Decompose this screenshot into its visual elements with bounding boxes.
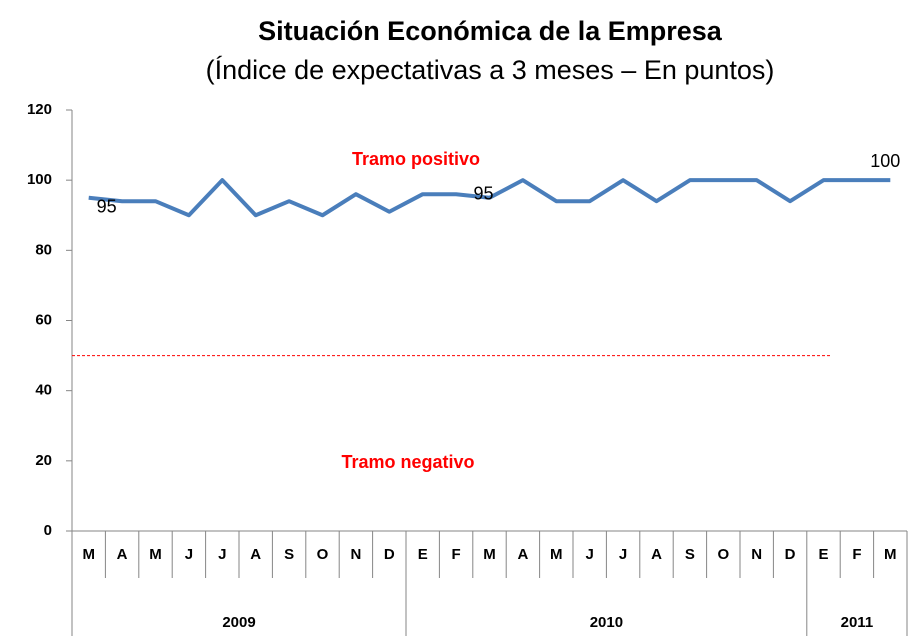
y-tick-label: 40 xyxy=(35,382,52,399)
x-tick-label: E xyxy=(818,546,828,563)
y-tick-label: 80 xyxy=(35,241,52,258)
group-label: 2011 xyxy=(841,614,874,631)
x-tick-label: N xyxy=(751,546,762,563)
group-label: 2010 xyxy=(590,614,623,631)
y-tick-label: 0 xyxy=(44,522,52,539)
x-tick-label: N xyxy=(350,546,361,563)
x-tick-label: M xyxy=(149,546,162,563)
data-label: 100 xyxy=(870,151,900,171)
x-tick-label: D xyxy=(785,546,796,563)
x-tick-label: S xyxy=(685,546,695,563)
y-tick-label: 20 xyxy=(35,452,52,469)
group-label: 2009 xyxy=(222,614,255,631)
x-tick-label: F xyxy=(852,546,861,563)
x-tick-label: A xyxy=(250,546,261,563)
annotation: Tramo positivo xyxy=(352,149,480,169)
x-tick-label: J xyxy=(586,546,594,563)
x-tick-label: A xyxy=(117,546,128,563)
x-tick-label: O xyxy=(317,546,329,563)
x-tick-label: F xyxy=(452,546,461,563)
x-tick-label: J xyxy=(619,546,627,563)
chart-subtitle: (Índice de expectativas a 3 meses – En p… xyxy=(206,55,775,85)
y-tick-label: 60 xyxy=(35,311,52,328)
chart-title: Situación Económica de la Empresa xyxy=(258,16,723,46)
x-tick-label: J xyxy=(218,546,226,563)
x-tick-label: D xyxy=(384,546,395,563)
x-tick-label: M xyxy=(550,546,563,563)
x-tick-label: A xyxy=(517,546,528,563)
x-tick-label: A xyxy=(651,546,662,563)
x-tick-label: S xyxy=(284,546,294,563)
data-line xyxy=(88,178,891,218)
x-tick-label: O xyxy=(717,546,729,563)
data-label: 95 xyxy=(473,183,493,203)
x-tick-label: M xyxy=(884,546,897,563)
x-tick-label: M xyxy=(483,546,496,563)
x-tick-label: J xyxy=(185,546,193,563)
annotation: Tramo negativo xyxy=(341,452,474,472)
data-label: 95 xyxy=(97,196,117,216)
x-tick-label: E xyxy=(418,546,428,563)
y-tick-label: 120 xyxy=(27,101,52,118)
x-tick-label: M xyxy=(82,546,95,563)
y-tick-label: 100 xyxy=(27,171,52,188)
